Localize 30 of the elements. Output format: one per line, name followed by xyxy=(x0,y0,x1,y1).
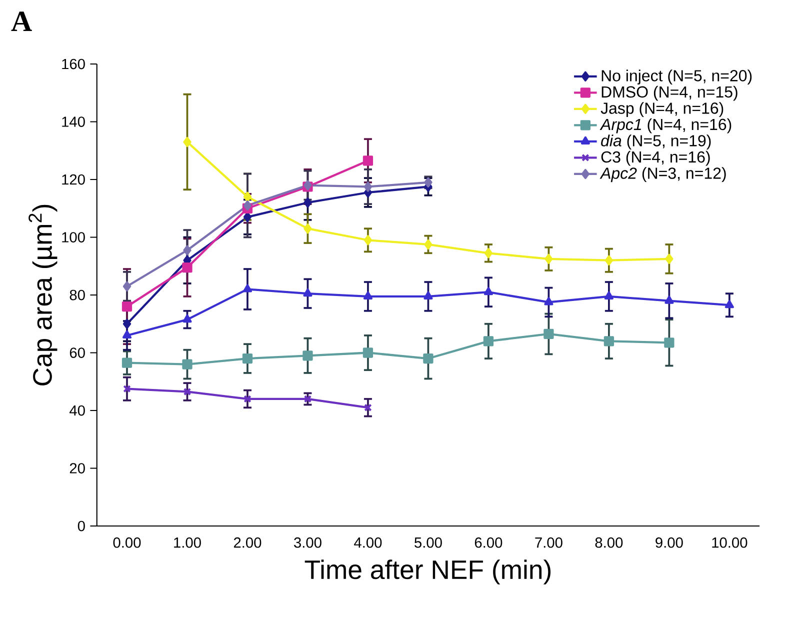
y-tick-label: 140 xyxy=(62,116,85,127)
x-tick-label: 6.00 xyxy=(474,537,502,548)
legend-label: C3 (N=4, n=16) xyxy=(601,150,710,166)
x-tick-label: 8.00 xyxy=(595,537,623,548)
text: A xyxy=(11,12,32,31)
x-tick-label: 2.00 xyxy=(234,537,262,548)
y-tick-label: 80 xyxy=(70,290,85,300)
x-tick-label: 4.00 xyxy=(354,537,382,548)
x-tick-label: 5.00 xyxy=(414,537,442,548)
legend-label: DMSO (N=4, n=15) xyxy=(602,86,738,101)
x-axis-title: Time after NEF (min) xyxy=(304,560,551,584)
y-tick-label: 100 xyxy=(62,232,85,242)
y-tick-label: 0 xyxy=(78,520,85,532)
legend-label: Apc2 (N=3, n=12) xyxy=(600,167,726,182)
legend-label: Arpc1 (N=4, n=16) xyxy=(600,118,732,134)
x-tick-label: 10.00 xyxy=(712,537,748,548)
y-axis-title: Cap area (µm$^{2}$) xyxy=(28,204,58,386)
y-tick-label: 40 xyxy=(70,405,85,416)
x-tick-label: 7.00 xyxy=(535,537,562,548)
y-tick-label: 120 xyxy=(62,174,85,185)
legend-label: dia (N=5, n=19) xyxy=(601,134,711,150)
legend-label: No inject (N=5, n=20) xyxy=(602,70,752,85)
y-tick-label: 60 xyxy=(70,348,85,358)
y-tick-label: 160 xyxy=(62,58,85,70)
x-tick-label: 1.00 xyxy=(174,537,201,548)
x-tick-label: 0.00 xyxy=(113,537,141,548)
legend-label: Jasp (N=4, n=16) xyxy=(600,102,724,118)
x-tick-label: 3.00 xyxy=(294,537,322,548)
y-tick-label: 20 xyxy=(70,463,85,474)
x-tick-label: 9.00 xyxy=(656,537,683,548)
